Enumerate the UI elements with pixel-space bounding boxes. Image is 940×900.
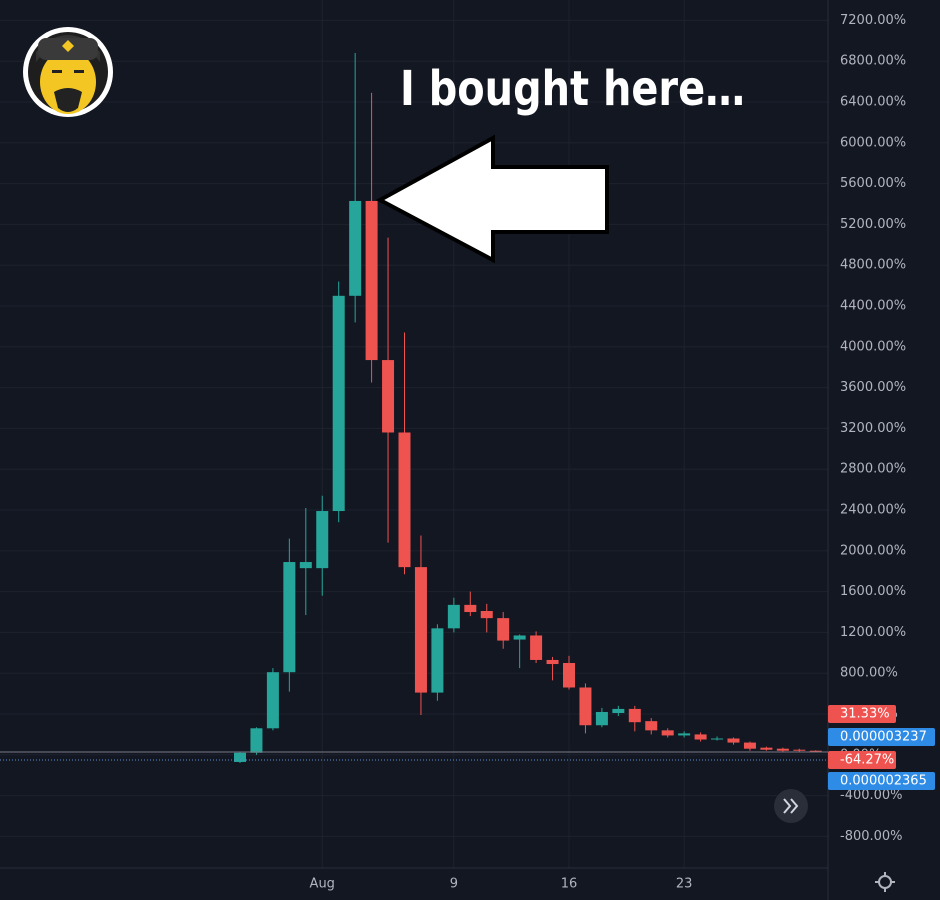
candle-body <box>776 748 789 751</box>
candle-body <box>266 672 279 729</box>
candle-body <box>727 738 740 743</box>
x-tick-label: 16 <box>561 877 578 892</box>
y-tick-label: -800.00% <box>840 829 903 844</box>
candle-body <box>628 708 641 723</box>
candle-body <box>464 604 477 613</box>
candle-body <box>760 747 773 750</box>
candle-body <box>234 752 246 762</box>
y-tick-label: -400.00% <box>840 788 903 803</box>
y-tick-label: 4800.00% <box>840 258 906 273</box>
y-tick-label: 1200.00% <box>840 625 906 640</box>
avatar <box>23 27 113 117</box>
y-tick-label: 2000.00% <box>840 543 906 558</box>
candle-body <box>678 733 691 736</box>
candle-body <box>299 562 312 569</box>
candle-body <box>694 734 707 740</box>
price-label: 0.000003237 <box>840 730 927 745</box>
candle-body <box>513 635 526 640</box>
candle-body <box>612 708 625 713</box>
candle-body <box>809 750 822 752</box>
arrow <box>375 134 609 264</box>
candle-body <box>316 511 329 569</box>
grid <box>0 0 828 868</box>
candle-body <box>579 687 592 726</box>
y-tick-label: 1600.00% <box>840 584 906 599</box>
annotation: I bought here… <box>400 61 745 117</box>
price-label-box <box>828 705 896 723</box>
candle-body <box>431 628 444 693</box>
candle-body <box>530 635 543 660</box>
y-tick-label: 3200.00% <box>840 421 906 436</box>
x-tick-label: Aug <box>310 877 335 892</box>
candle-body <box>793 749 806 751</box>
price-label: 31.33% <box>840 707 890 722</box>
price-label: 0.000002365 <box>840 774 927 789</box>
candle-body <box>349 200 362 296</box>
y-tick-label: 2800.00% <box>840 462 906 477</box>
candle-body <box>711 738 724 740</box>
price-labels: 31.33% 0.000003237 -64.27% 0.000002365 <box>828 705 935 790</box>
y-tick-label: 2400.00% <box>840 503 906 518</box>
candle-body <box>447 604 460 629</box>
candle-body <box>563 663 575 688</box>
y-tick-label: 5600.00% <box>840 176 906 191</box>
candle-body <box>497 618 510 641</box>
x-tick-label: 9 <box>450 877 458 892</box>
candle-body <box>250 728 263 753</box>
y-tick-label: 6400.00% <box>840 95 906 110</box>
scroll-icon <box>783 798 799 814</box>
price-label-box <box>828 772 935 790</box>
candle-body <box>661 730 674 736</box>
candle-body <box>414 567 427 693</box>
candle-body <box>365 200 378 361</box>
price-label: -64.27% <box>840 753 894 768</box>
x-tick-label: 23 <box>676 877 693 892</box>
y-tick-label: 7200.00% <box>840 13 906 28</box>
y-tick-label: 6000.00% <box>840 135 906 150</box>
y-tick-label: 5200.00% <box>840 217 906 232</box>
y-tick-label: 3600.00% <box>840 380 906 395</box>
price-label-box <box>828 728 935 746</box>
y-tick-label: 4400.00% <box>840 299 906 314</box>
y-tick-label: 4000.00% <box>840 339 906 354</box>
y-tick-label: 6800.00% <box>840 54 906 69</box>
candle-body <box>743 742 756 749</box>
y-tick-label: 800.00% <box>840 666 898 681</box>
candle-body <box>283 562 296 673</box>
candle-body <box>546 659 559 665</box>
candle-body <box>480 610 493 619</box>
candle-body <box>398 432 411 568</box>
candle-body <box>645 721 658 731</box>
candle-body <box>332 295 345 512</box>
candle-body <box>595 711 608 726</box>
candle-body <box>382 360 395 433</box>
settings-icon[interactable] <box>875 872 895 892</box>
price-label-box <box>828 751 896 769</box>
candles <box>234 53 822 763</box>
